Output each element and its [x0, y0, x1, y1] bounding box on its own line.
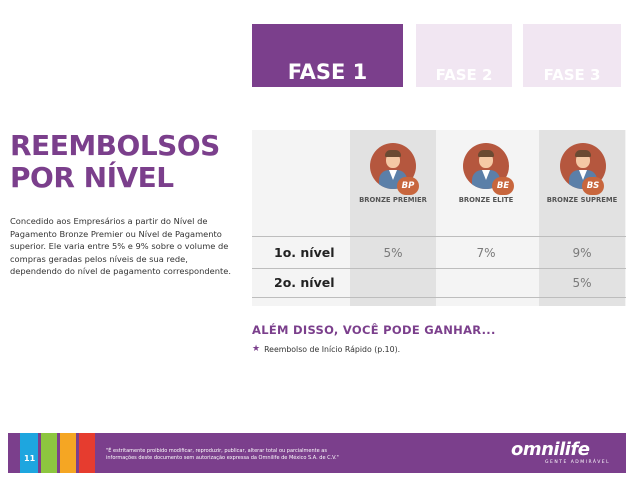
stripe-red [79, 433, 95, 473]
stripe-orange [60, 433, 76, 473]
cell-level1-be: 7% [476, 246, 496, 260]
level-badge-bp: BP [397, 177, 419, 195]
star-icon: ★ [252, 344, 261, 354]
page-title: REEMBOLSOS POR NÍVEL [10, 130, 250, 194]
cell-level2-bs: 5% [572, 276, 592, 290]
level-badge-bs: BS [582, 177, 604, 195]
row-label-level-1: 1o. nível [274, 245, 335, 260]
title-line-2: POR NÍVEL [10, 161, 174, 194]
level-name-bronze-supreme: BRONZE SUPREME [546, 196, 618, 204]
stripe-gap [0, 433, 8, 473]
bonus-item-text: Reembolso de Início Rápido (p.10). [264, 344, 401, 354]
row-divider [252, 268, 626, 269]
cell-level1-bp: 5% [383, 246, 403, 260]
tab-fase-1[interactable]: FASE 1 [252, 24, 403, 87]
row-divider [252, 236, 626, 237]
cell-level1-bs: 9% [572, 246, 592, 260]
stripe-blue [20, 433, 38, 473]
tab-fase-2[interactable]: FASE 2 [416, 24, 512, 87]
level-name-bronze-elite: BRONZE ELITE [458, 196, 514, 204]
omnilife-logo: omnilife [511, 439, 590, 460]
title-line-1: REEMBOLSOS [10, 129, 220, 162]
row-divider [252, 297, 626, 298]
bonus-title: ALÉM DISSO, VOCÊ PODE GANHAR... [252, 323, 496, 337]
page-number: 11 [24, 454, 36, 463]
description-text: Concedido aos Empresários a partir do Ní… [10, 216, 232, 277]
bonus-item: ★ Reembolso de Início Rápido (p.10). [252, 344, 400, 354]
stripe-green [41, 433, 57, 473]
tab-fase-3[interactable]: FASE 3 [523, 24, 621, 87]
level-name-bronze-premier: BRONZE PREMIER [359, 196, 427, 204]
level-badge-be: BE [492, 177, 514, 195]
brand-tagline: GENTE ADMIRÁVEL [545, 460, 611, 465]
footer-bar [0, 433, 626, 473]
footer-disclaimer: "É estritamente proibido modificar, repr… [106, 448, 339, 461]
row-label-level-2: 2o. nível [274, 275, 335, 290]
